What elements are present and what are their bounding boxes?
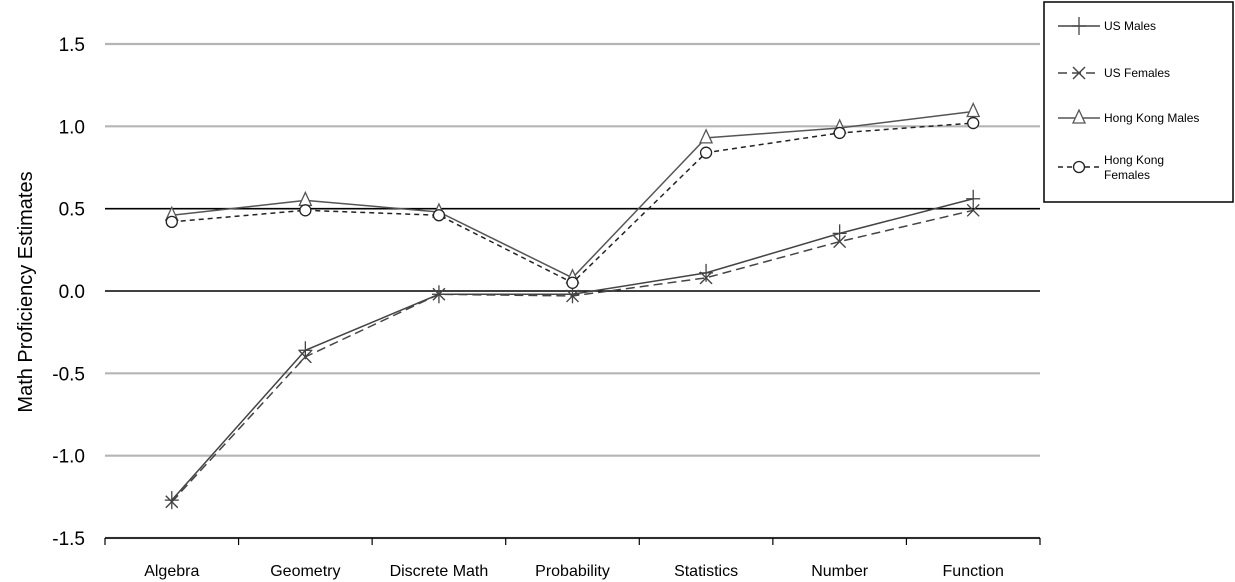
data-point-plus (966, 189, 981, 208)
data-point-x (298, 350, 312, 364)
series-line (171, 209, 974, 503)
series-us-males (164, 189, 981, 510)
data-point-circle (165, 215, 178, 228)
legend: US Males US Females Hong Kong Males Hong Ko… (1043, 1, 1234, 203)
series-hong-kong-males (164, 101, 981, 284)
x-tick-label: Function (943, 563, 1004, 580)
series-hong-kong-females (165, 116, 980, 289)
data-point-circle (566, 276, 579, 289)
data-point-triangle (1071, 108, 1087, 124)
data-point-circle (1072, 160, 1086, 174)
data-point-triangle (966, 101, 981, 118)
data-point-x (165, 495, 179, 509)
data-point-circle (699, 146, 713, 159)
y-tick-label: -1.5 (52, 529, 85, 550)
y-tick-label: -0.5 (52, 364, 85, 385)
data-point-plus (164, 491, 179, 510)
legend-label: Females (1104, 168, 1150, 182)
y-tick-label: 1.5 (59, 35, 85, 56)
data-point-circle (299, 204, 312, 217)
legend-label: US Females (1104, 66, 1170, 80)
y-tick-label: 1.0 (59, 117, 85, 138)
data-point-circle (967, 116, 980, 130)
y-tick-label: 0.5 (59, 200, 85, 221)
data-point-plus (1072, 17, 1086, 35)
x-axis: Algebra Geometry Discrete Math Probability S… (104, 537, 1041, 580)
data-point-triangle (298, 190, 313, 207)
legend-label: Hong Kong Males (1104, 111, 1199, 125)
legend-label: Hong Kong (1104, 153, 1164, 167)
x-tick-label: Number (811, 563, 869, 580)
legend-item: US Females (1058, 66, 1170, 80)
x-tick-label: Geometry (270, 563, 340, 580)
data-point-x (566, 289, 579, 303)
data-point-plus (832, 224, 847, 243)
series-group (164, 101, 981, 510)
y-axis-title: Math Proficiency Estimates (15, 171, 37, 412)
data-point-x (966, 203, 980, 217)
legend-item: Hong Kong Males (1058, 108, 1199, 125)
x-tick-label: Discrete Math (390, 563, 489, 580)
x-tick-label: Algebra (144, 563, 199, 580)
legend-label: US Males (1104, 19, 1156, 33)
legend-item: US Males (1058, 17, 1156, 35)
data-point-x (699, 271, 713, 285)
x-tick-label: Statistics (674, 563, 738, 580)
y-tick-label: -1.0 (52, 447, 85, 468)
data-point-x (1072, 66, 1086, 80)
series-line (171, 122, 974, 284)
series-us-females (165, 203, 980, 509)
data-point-circle (833, 126, 846, 140)
y-tick-label: 0.0 (59, 282, 85, 303)
data-point-triangle (699, 128, 714, 144)
series-line (171, 110, 974, 279)
data-point-x (833, 235, 847, 249)
data-point-circle (432, 209, 446, 222)
data-point-x (432, 287, 446, 301)
x-tick-label: Probability (535, 563, 610, 580)
y-tick-labels: 1.5 1.0 0.5 0.0 -0.5 -1.0 -1.5 (52, 35, 85, 550)
